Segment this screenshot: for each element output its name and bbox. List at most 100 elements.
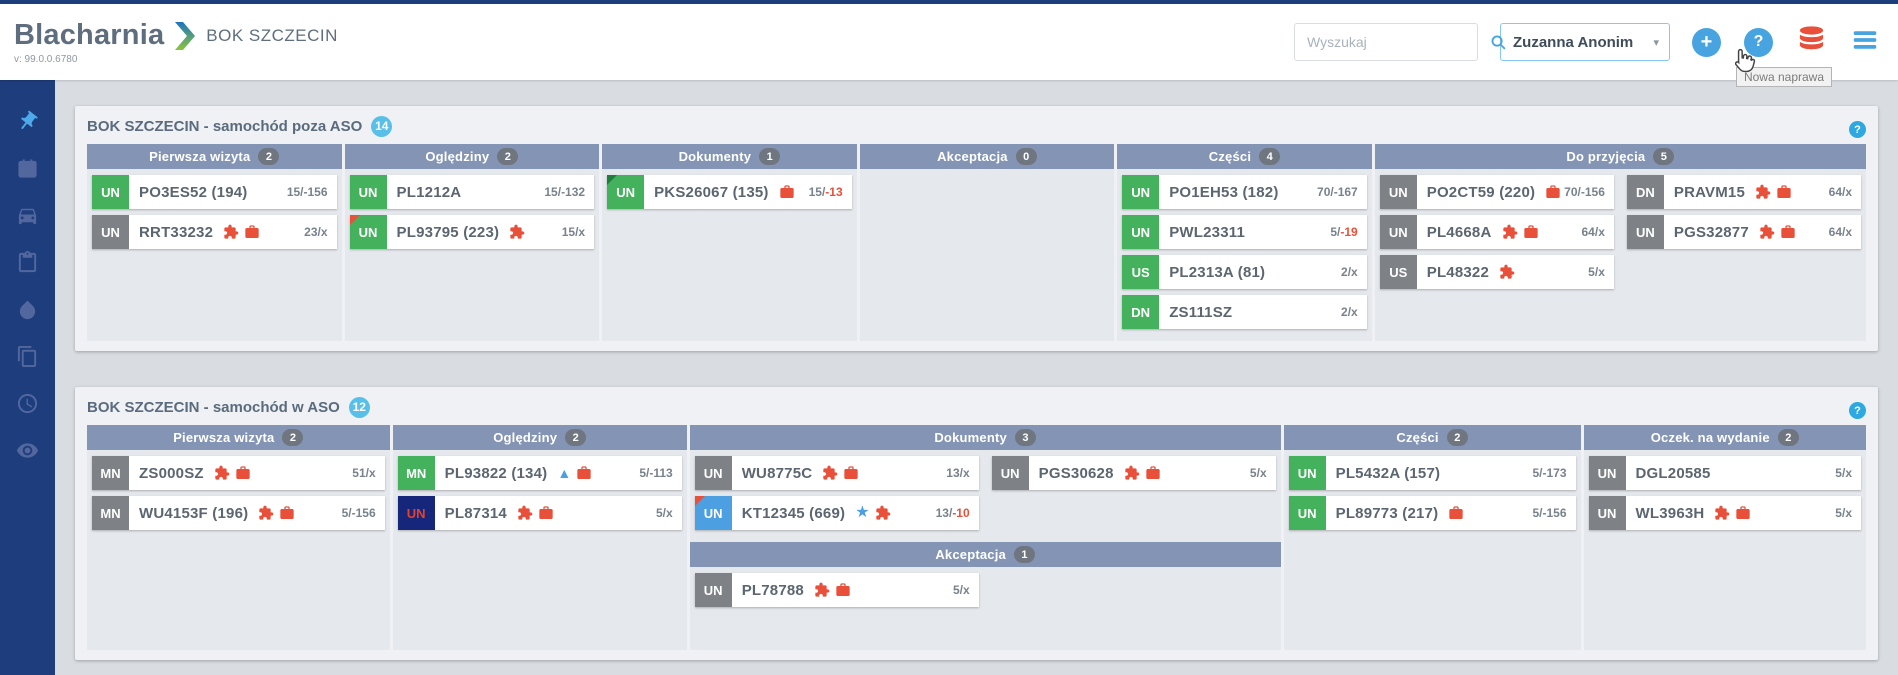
plate-label: PL93795 (223) bbox=[396, 223, 500, 241]
sidebar-item-drop[interactable] bbox=[15, 296, 41, 322]
sidebar-item-calendar[interactable] bbox=[15, 155, 41, 181]
menu-button[interactable] bbox=[1850, 25, 1880, 60]
column-dokumenty: Dokumenty 1 UN PKS26067 (135) 15/-13 bbox=[602, 144, 857, 341]
count-label: 13/x bbox=[946, 466, 969, 480]
sidebar-item-eye[interactable] bbox=[15, 437, 41, 463]
board-title-row: BOK SZCZECIN - samochód w ASO 12? bbox=[87, 395, 1866, 419]
card[interactable]: UN PL87314 5/x bbox=[397, 496, 682, 530]
card[interactable]: UN PO2CT59 (220) 70/-156 bbox=[1379, 175, 1614, 209]
count-due: x bbox=[1598, 265, 1605, 279]
column-body: MN PL93822 (134) ▲ 5/-113 UN PL87314 5/x bbox=[393, 450, 687, 650]
column-label: Oględziny bbox=[493, 430, 558, 445]
briefcase-icon bbox=[1776, 184, 1792, 200]
sidebar-item-pin[interactable] bbox=[15, 108, 41, 134]
card[interactable]: MN WU4153F (196) 5/-156 bbox=[92, 496, 385, 530]
column-pierwsza-wizyta: Pierwsza wizyta 2 MN ZS000SZ 51/x MN WU4153F (… bbox=[87, 425, 390, 650]
card[interactable]: UN PWL23311 5/-19 bbox=[1122, 215, 1367, 249]
puzzle-icon bbox=[1124, 465, 1140, 481]
user-dropdown[interactable]: Zuzanna Anonim ▾ bbox=[1500, 23, 1670, 61]
card[interactable]: UN PO1EH53 (182) 70/-167 bbox=[1122, 175, 1367, 209]
board-help-icon[interactable]: ? bbox=[1849, 121, 1866, 138]
card[interactable]: UN PGS32877 64/x bbox=[1626, 215, 1862, 249]
puzzle-icon bbox=[822, 465, 838, 481]
count-value: 70/ bbox=[1564, 185, 1581, 199]
search-input[interactable] bbox=[1305, 33, 1490, 51]
puzzle-icon bbox=[1759, 224, 1775, 240]
triangle-icon: ▲ bbox=[557, 465, 572, 481]
count-due: x bbox=[320, 225, 328, 239]
version-label: v: 99.0.0.6780 bbox=[14, 54, 78, 65]
column-body: UN PL5432A (157) 5/-173 UN PL89773 (217) 5/-1… bbox=[1284, 450, 1581, 650]
count-value: 5/ bbox=[1532, 506, 1543, 520]
card[interactable]: UN WL3963H 5/x bbox=[1588, 496, 1861, 530]
column-label: Do przyjęcia bbox=[1566, 149, 1646, 164]
column-lanes: UN DGL20585 5/x UN WL3963H 5/x bbox=[1584, 450, 1866, 530]
count-due: -156 bbox=[303, 185, 328, 199]
count-label: 5/x bbox=[656, 506, 673, 520]
column-label: Oględziny bbox=[425, 149, 490, 164]
card[interactable]: US PL2313A (81) 2/x bbox=[1122, 255, 1367, 289]
sidebar-item-car[interactable] bbox=[15, 202, 41, 228]
count-due: -132 bbox=[561, 185, 586, 199]
status-badge: UN bbox=[694, 496, 732, 530]
sidebar-item-clock[interactable] bbox=[15, 390, 41, 416]
card[interactable]: UN PO3ES52 (194) 15/-156 bbox=[92, 175, 337, 209]
card[interactable]: US PL48322 5/x bbox=[1379, 255, 1614, 289]
column-count-badge: 2 bbox=[1777, 429, 1799, 446]
board-count-badge: 12 bbox=[348, 396, 370, 418]
card[interactable]: UN PL1212A 15/-132 bbox=[349, 175, 595, 209]
count-label: 64/x bbox=[1829, 225, 1852, 239]
database-button[interactable] bbox=[1796, 24, 1827, 60]
column-dokumenty: Dokumenty 3 UN WU8775C 13/x UN KT12345 (669) ★ 1… bbox=[689, 425, 1281, 650]
status-badge: UN bbox=[92, 215, 129, 249]
count-value: 70/ bbox=[1317, 185, 1334, 199]
card[interactable]: DN ZS111SZ 2/x bbox=[1122, 295, 1367, 329]
column-cz-ci: Części 2 UN PL5432A (157) 5/-173 UN PL89773 (2… bbox=[1283, 425, 1581, 650]
card[interactable]: UN RRT33232 23/x bbox=[92, 215, 337, 249]
column-body: UN PO1EH53 (182) 70/-167 UN PWL23311 5/-19 US P… bbox=[1117, 169, 1372, 341]
card[interactable]: UN PKS26067 (135) 15/-13 bbox=[607, 175, 852, 209]
column-cz-ci: Części 4 UN PO1EH53 (182) 70/-167 UN PWL23311 5… bbox=[1117, 144, 1372, 341]
plate-label: PL1212A bbox=[396, 183, 462, 201]
board-count-badge: 14 bbox=[371, 115, 393, 137]
count-due: x bbox=[1845, 506, 1852, 520]
puzzle-icon bbox=[875, 505, 891, 521]
card[interactable]: MN ZS000SZ 51/x bbox=[92, 456, 385, 490]
sidebar-item-clipboard[interactable] bbox=[15, 249, 41, 275]
card[interactable]: MN PL93822 (134) ▲ 5/-113 bbox=[397, 456, 682, 490]
column-body: UN DGL20585 5/x UN WL3963H 5/x bbox=[1584, 450, 1866, 650]
count-value: 2/ bbox=[1341, 305, 1352, 319]
column-body: UN PO2CT59 (220) 70/-156 UN PL4668A 64/x US PL4… bbox=[1375, 169, 1866, 341]
card[interactable]: UN PL5432A (157) 5/-173 bbox=[1288, 456, 1576, 490]
card-icons bbox=[779, 184, 795, 200]
search-icon[interactable] bbox=[1490, 34, 1507, 51]
card[interactable]: UN DGL20585 5/x bbox=[1588, 456, 1861, 490]
column-header: Oględziny 2 bbox=[344, 144, 600, 169]
plate-label: PO1EH53 (182) bbox=[1169, 183, 1279, 201]
count-value: 5/ bbox=[1330, 225, 1341, 239]
sidebar-item-copy[interactable] bbox=[15, 343, 41, 369]
count-value: 5/ bbox=[1249, 466, 1260, 480]
card[interactable]: UN PL93795 (223) 15/x bbox=[349, 215, 595, 249]
card[interactable]: UN PL4668A 64/x bbox=[1379, 215, 1614, 249]
card-icons: ▲ bbox=[557, 465, 592, 481]
card[interactable]: UN KT12345 (669) ★ 13/-10 bbox=[694, 496, 979, 530]
card[interactable]: UN PL89773 (217) 5/-156 bbox=[1288, 496, 1576, 530]
card[interactable]: UN WU8775C 13/x bbox=[694, 456, 979, 490]
count-value: 5/ bbox=[1835, 506, 1846, 520]
column-count-badge: 2 bbox=[282, 429, 304, 446]
card[interactable]: UN PL78788 5/x bbox=[694, 573, 979, 607]
card[interactable]: DN PRAVM15 64/x bbox=[1626, 175, 1862, 209]
status-badge: DN bbox=[1122, 295, 1160, 329]
help-button[interactable]: ? bbox=[1744, 27, 1773, 57]
count-due: x bbox=[368, 466, 376, 480]
card[interactable]: UN PGS30628 5/x bbox=[991, 456, 1276, 490]
briefcase-icon bbox=[576, 465, 592, 481]
status-badge: DN bbox=[1626, 175, 1664, 209]
board-section: BOK SZCZECIN - samochód poza ASO 14? Pierw… bbox=[75, 106, 1878, 351]
count-label: 13/-10 bbox=[936, 506, 970, 520]
board-help-icon[interactable]: ? bbox=[1849, 402, 1866, 419]
new-repair-button[interactable]: + bbox=[1692, 27, 1721, 57]
briefcase-icon bbox=[1448, 505, 1464, 521]
puzzle-icon bbox=[814, 582, 830, 598]
